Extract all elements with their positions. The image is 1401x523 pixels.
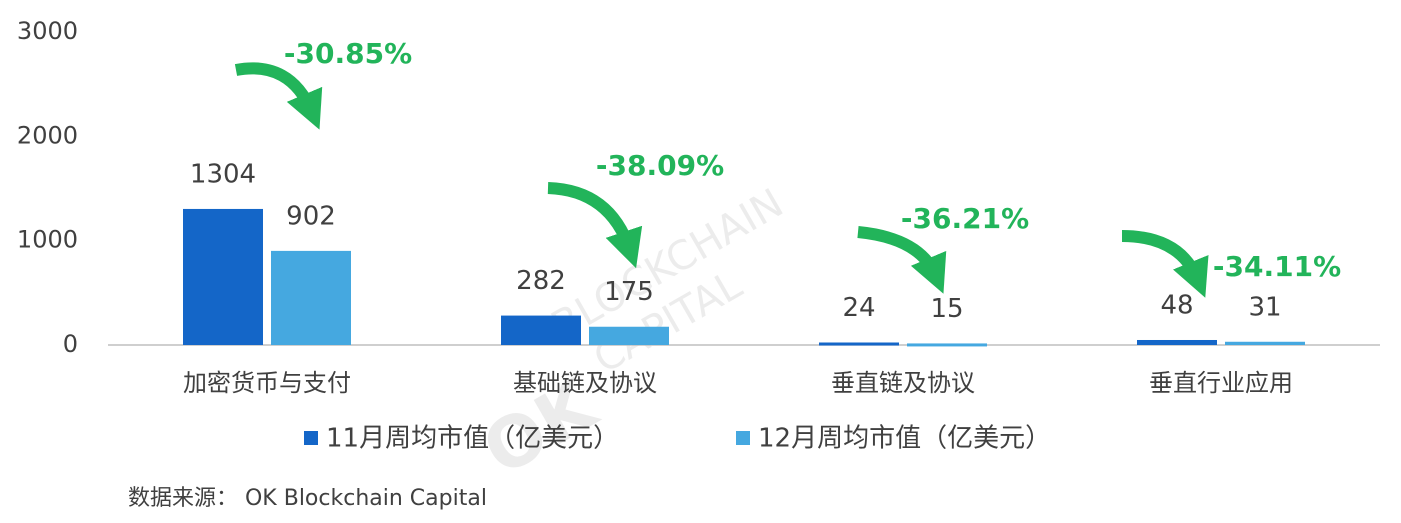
source-note: 数据来源： OK Blockchain Capital xyxy=(128,486,487,511)
value-label: 1304 xyxy=(190,159,256,189)
value-label: 175 xyxy=(604,277,654,307)
legend-swatch xyxy=(736,431,750,445)
change-label: -30.85% xyxy=(284,37,412,70)
legend-label: 11月周均市值（亿美元） xyxy=(326,424,619,454)
change-arrow xyxy=(857,226,947,294)
bar xyxy=(501,315,581,345)
bar xyxy=(907,343,987,347)
y-tick-label: 3000 xyxy=(17,17,78,45)
x-tick-label: 加密货币与支付 xyxy=(183,369,351,397)
y-tick-label: 1000 xyxy=(17,226,78,254)
change-label: -34.11% xyxy=(1213,250,1341,283)
bar xyxy=(271,250,351,345)
change-arrow xyxy=(1121,230,1209,298)
bar xyxy=(1225,341,1305,345)
change-arrow xyxy=(234,62,323,130)
bar xyxy=(589,326,669,345)
value-label: 48 xyxy=(1160,290,1193,320)
change-arrow xyxy=(547,182,643,269)
y-tick-label: 0 xyxy=(63,330,78,358)
value-label: 31 xyxy=(1248,292,1281,322)
x-tick-label: 垂直行业应用 xyxy=(1149,369,1293,397)
bar xyxy=(183,208,263,345)
change-label: -36.21% xyxy=(901,202,1029,235)
value-label: 15 xyxy=(930,294,963,324)
x-tick-label: 垂直链及协议 xyxy=(831,369,975,397)
legend-label: 12月周均市值（亿美元） xyxy=(758,424,1051,454)
value-label: 282 xyxy=(516,266,566,296)
change-label: -38.09% xyxy=(596,149,724,182)
value-label: 902 xyxy=(286,201,336,231)
bar xyxy=(819,342,899,346)
x-tick-label: 基础链及协议 xyxy=(513,369,657,397)
y-tick-label: 2000 xyxy=(17,121,78,149)
bar xyxy=(1137,339,1217,345)
legend-swatch xyxy=(304,431,318,445)
value-label: 24 xyxy=(842,293,875,323)
